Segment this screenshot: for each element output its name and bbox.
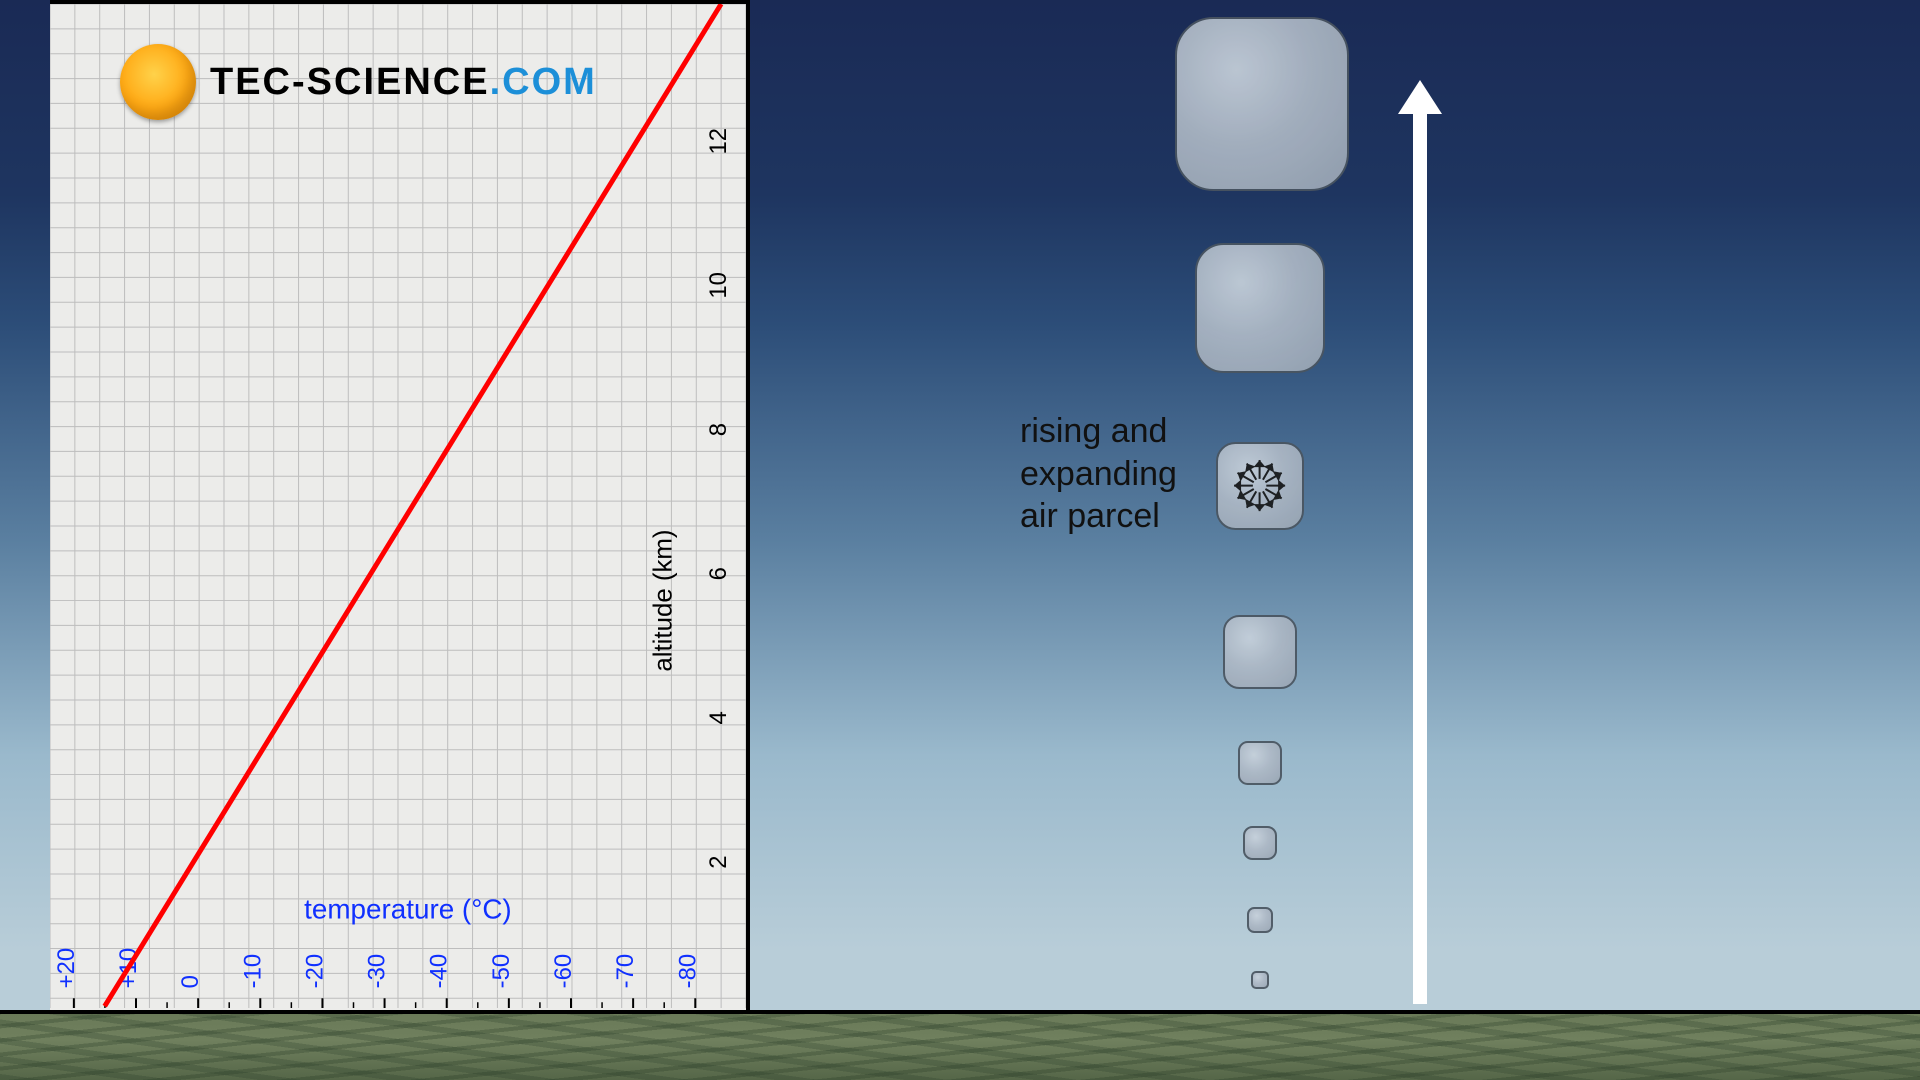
air-parcel — [1251, 971, 1269, 989]
svg-text:0: 0 — [177, 975, 204, 988]
svg-text:-10: -10 — [239, 954, 266, 988]
chart-svg: +20+100-10-20-30-40-50-60-70-80 24681012… — [50, 4, 746, 1008]
svg-text:-70: -70 — [612, 954, 639, 988]
air-parcel — [1195, 243, 1325, 373]
sun-icon — [120, 44, 196, 120]
x-ticks: +20+100-10-20-30-40-50-60-70-80 — [53, 948, 701, 1008]
svg-text:-20: -20 — [301, 954, 328, 988]
expansion-burst-icon — [1218, 444, 1302, 528]
chart-grid — [50, 4, 746, 1008]
air-parcel — [1216, 442, 1304, 530]
svg-text:-80: -80 — [674, 954, 701, 988]
air-parcel — [1223, 615, 1297, 689]
air-parcel — [1175, 17, 1349, 191]
y-ticks: 2 4 6 8 10 12 — [705, 128, 732, 869]
stage: +20+100-10-20-30-40-50-60-70-80 24681012… — [0, 0, 1920, 1080]
svg-text:12: 12 — [705, 128, 732, 155]
annotation-text: rising andexpandingair parcel — [1020, 410, 1177, 538]
svg-text:-30: -30 — [364, 954, 391, 988]
logo-text-2: .COM — [490, 61, 597, 103]
rising-arrow — [1413, 110, 1427, 1004]
air-parcel — [1247, 907, 1273, 933]
svg-text:6: 6 — [705, 567, 732, 580]
svg-text:+20: +20 — [53, 948, 80, 988]
y-axis-label: altitude (km) — [649, 529, 677, 671]
air-parcel — [1243, 826, 1277, 860]
lapse-rate-chart: +20+100-10-20-30-40-50-60-70-80 24681012… — [50, 0, 750, 1010]
lapse-line — [105, 4, 721, 1006]
logo-text-1: TEC-SCIENCE — [210, 61, 490, 103]
svg-text:10: 10 — [705, 272, 732, 299]
air-parcel — [1238, 741, 1282, 785]
svg-text:-50: -50 — [488, 954, 515, 988]
svg-text:-60: -60 — [550, 954, 577, 988]
x-axis-label: temperature (°C) — [304, 894, 512, 925]
svg-text:8: 8 — [705, 423, 732, 436]
ground-strip — [0, 1010, 1920, 1080]
svg-text:-40: -40 — [426, 954, 453, 988]
brand-logo: TEC-SCIENCE.COM — [120, 44, 597, 120]
svg-text:2: 2 — [705, 855, 732, 868]
svg-text:4: 4 — [705, 711, 732, 724]
